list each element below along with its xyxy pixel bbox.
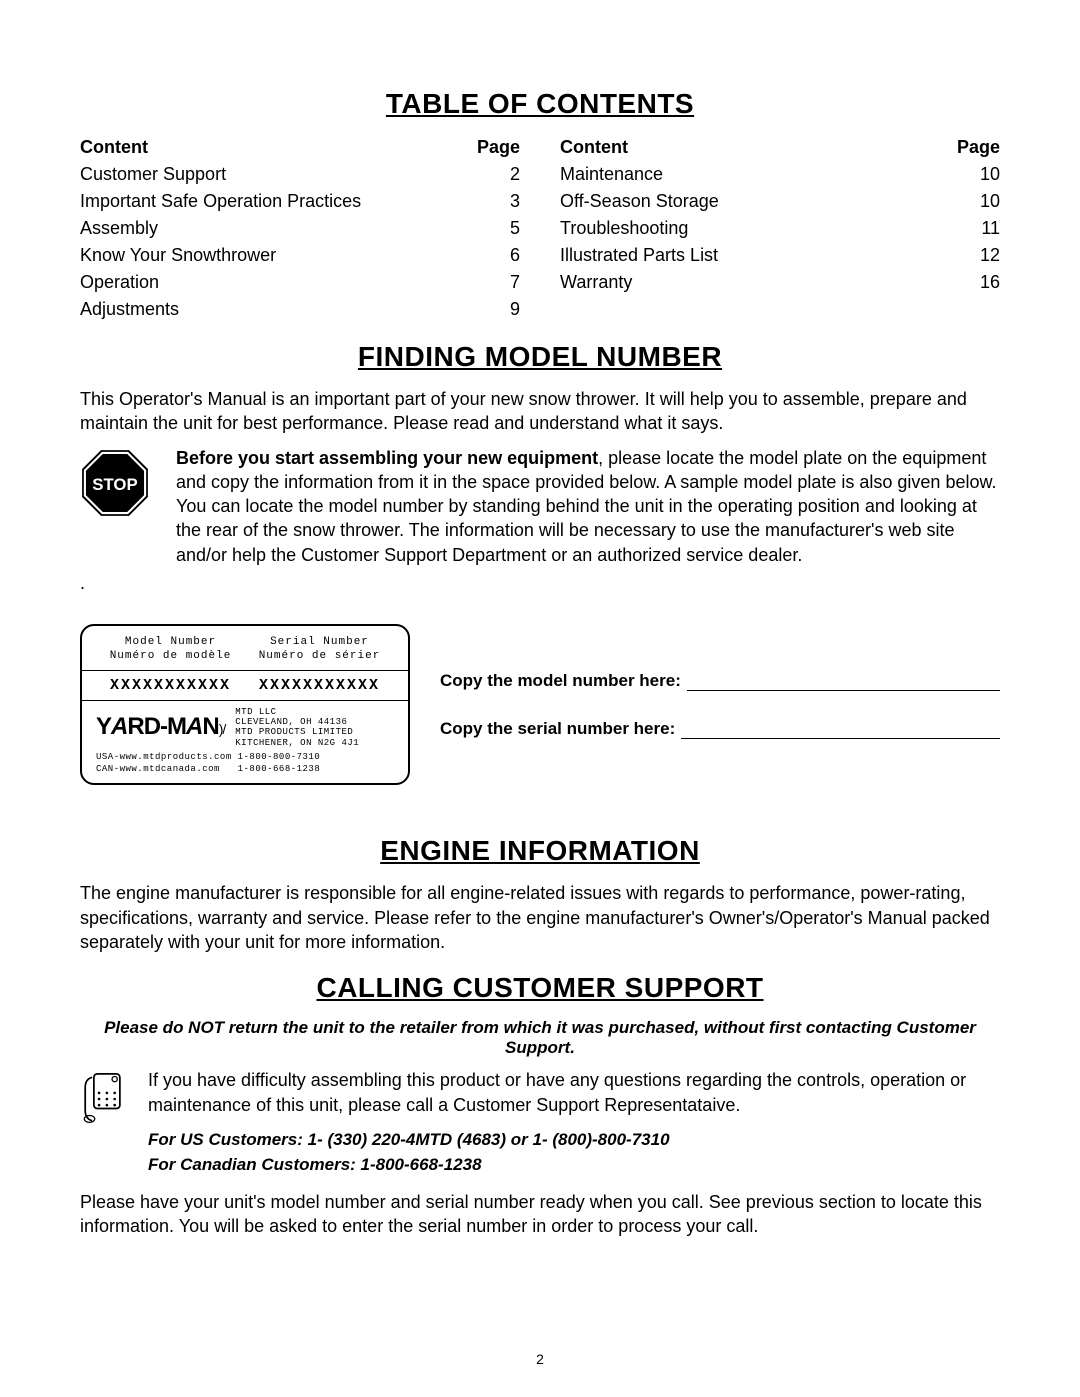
- toc-item: Customer Support: [80, 161, 226, 188]
- phone-ca: For Canadian Customers: 1-800-668-1238: [148, 1152, 1000, 1178]
- toc-page: 2: [510, 161, 520, 188]
- toc-col-right: Content Page Maintenance 10 Off-Season St…: [560, 134, 1000, 323]
- serial-number-blank: [681, 722, 1000, 739]
- toc-row: Illustrated Parts List 12: [560, 242, 1000, 269]
- toc-row: Maintenance 10: [560, 161, 1000, 188]
- toc-item: Illustrated Parts List: [560, 242, 718, 269]
- toc-col-left: Content Page Customer Support 2 Important…: [80, 134, 520, 323]
- plate-model-fr: Numéro de modèle: [110, 650, 232, 664]
- toc-item: Adjustments: [80, 296, 179, 323]
- toc-page: 11: [981, 215, 1000, 242]
- stop-sign-icon: STOP: [80, 448, 158, 523]
- plate-x-serial: XXXXXXXXXXX: [259, 677, 380, 694]
- toc-item: Know Your Snowthrower: [80, 242, 276, 269]
- svg-text:STOP: STOP: [92, 475, 137, 494]
- toc-item: Troubleshooting: [560, 215, 688, 242]
- toc-row: Important Safe Operation Practices 3: [80, 188, 520, 215]
- toc-item: Off-Season Storage: [560, 188, 719, 215]
- support-text: If you have difficulty assembling this p…: [148, 1068, 1000, 1117]
- toc-page: 16: [980, 269, 1000, 296]
- plate-serial-en: Serial Number: [259, 636, 381, 650]
- toc-header-content: Content: [560, 134, 628, 161]
- toc-item: Operation: [80, 269, 159, 296]
- toc-item: Maintenance: [560, 161, 663, 188]
- stop-bold: Before you start assembling your new equ…: [176, 448, 598, 468]
- toc-page: 7: [510, 269, 520, 296]
- toc-page: 12: [980, 242, 1000, 269]
- page-number: 2: [0, 1351, 1080, 1367]
- toc-page: 6: [510, 242, 520, 269]
- heading-toc: TABLE OF CONTENTS: [80, 88, 1000, 120]
- toc-row: Know Your Snowthrower 6: [80, 242, 520, 269]
- plate-brand: YARD-MAN)/: [96, 713, 225, 741]
- toc-item: Important Safe Operation Practices: [80, 188, 361, 215]
- plate-address: MTD LLC CLEVELAND, OH 44136 MTD PRODUCTS…: [235, 707, 359, 748]
- toc-page: 3: [510, 188, 520, 215]
- plate-model-en: Model Number: [110, 636, 232, 650]
- toc-table: Content Page Customer Support 2 Important…: [80, 134, 1000, 323]
- toc-item: Warranty: [560, 269, 632, 296]
- heading-support: CALLING CUSTOMER SUPPORT: [80, 972, 1000, 1004]
- toc-header-page: Page: [477, 134, 520, 161]
- engine-text: The engine manufacturer is responsible f…: [80, 881, 1000, 954]
- toc-row: Assembly 5: [80, 215, 520, 242]
- toc-row: Operation 7: [80, 269, 520, 296]
- plate-serial-fr: Numéro de sérier: [259, 650, 381, 664]
- phone-icon: [80, 1068, 136, 1135]
- model-plate: Model Number Numéro de modèle Serial Num…: [80, 624, 410, 785]
- toc-row: Troubleshooting 11: [560, 215, 1000, 242]
- plate-footer: USA-www.mtdproducts.com 1-800-800-7310 C…: [96, 752, 394, 775]
- support-footer: Please have your unit's model number and…: [80, 1190, 1000, 1239]
- model-intro: This Operator's Manual is an important p…: [80, 387, 1000, 436]
- model-number-blank: [687, 674, 1000, 691]
- copy-model-label: Copy the model number here:: [440, 671, 681, 691]
- toc-header-content: Content: [80, 134, 148, 161]
- toc-row: Customer Support 2: [80, 161, 520, 188]
- toc-row: Warranty 16: [560, 269, 1000, 296]
- toc-page: 9: [510, 296, 520, 323]
- toc-page: 10: [980, 188, 1000, 215]
- toc-row: Adjustments 9: [80, 296, 520, 323]
- phone-us: For US Customers: 1- (330) 220-4MTD (468…: [148, 1127, 1000, 1153]
- heading-model: FINDING MODEL NUMBER: [80, 341, 1000, 373]
- toc-item: Assembly: [80, 215, 158, 242]
- copy-serial-label: Copy the serial number here:: [440, 719, 675, 739]
- toc-header-page: Page: [957, 134, 1000, 161]
- toc-page: 10: [980, 161, 1000, 188]
- plate-x-model: XXXXXXXXXXX: [110, 677, 231, 694]
- heading-engine: ENGINE INFORMATION: [80, 835, 1000, 867]
- toc-page: 5: [510, 215, 520, 242]
- support-warning: Please do NOT return the unit to the ret…: [80, 1018, 1000, 1058]
- toc-row: Off-Season Storage 10: [560, 188, 1000, 215]
- stop-text: Before you start assembling your new equ…: [176, 446, 1000, 567]
